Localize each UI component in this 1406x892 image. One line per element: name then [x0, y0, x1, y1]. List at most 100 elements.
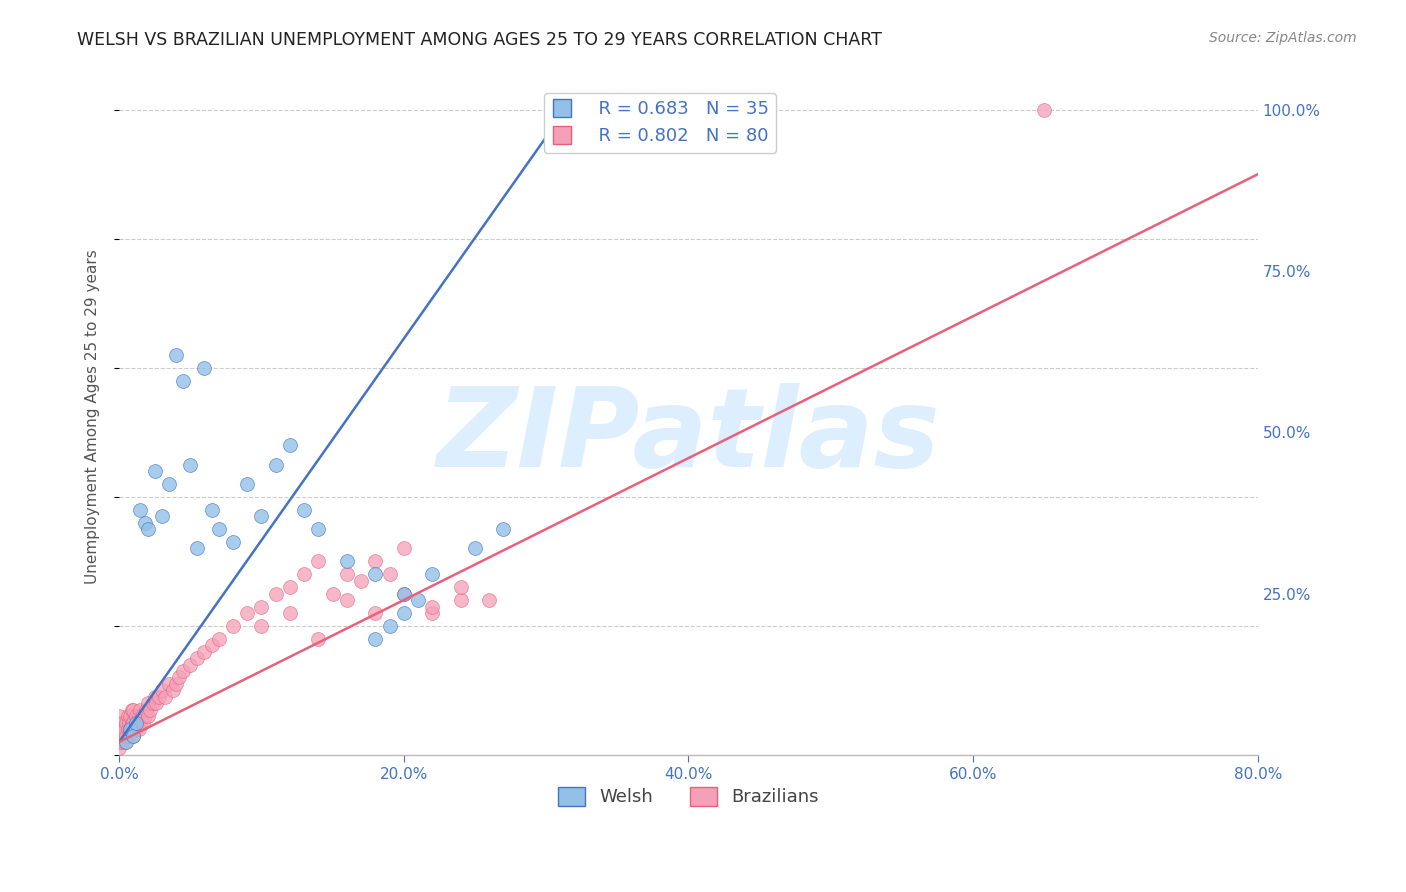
Point — [153, 690, 176, 704]
Point — [420, 567, 443, 582]
Point — [118, 715, 141, 730]
Point — [139, 703, 162, 717]
Point — [364, 632, 387, 646]
Point — [450, 580, 472, 594]
Point — [236, 477, 259, 491]
Point — [112, 715, 135, 730]
Point — [292, 502, 315, 516]
Point — [129, 502, 152, 516]
Point — [118, 729, 141, 743]
Point — [264, 458, 287, 472]
Point — [114, 722, 136, 736]
Point — [236, 606, 259, 620]
Point — [165, 677, 187, 691]
Point — [364, 567, 387, 582]
Point — [121, 715, 143, 730]
Point — [157, 477, 180, 491]
Point — [336, 554, 359, 568]
Point — [1033, 103, 1056, 117]
Point — [122, 729, 145, 743]
Point — [157, 677, 180, 691]
Point — [420, 599, 443, 614]
Point — [208, 632, 231, 646]
Point — [392, 586, 415, 600]
Point — [606, 103, 628, 117]
Point — [142, 696, 165, 710]
Point — [307, 522, 329, 536]
Point — [148, 690, 170, 704]
Point — [278, 438, 301, 452]
Point — [117, 722, 139, 736]
Point — [150, 509, 173, 524]
Point — [120, 722, 142, 736]
Point — [108, 715, 131, 730]
Text: Source: ZipAtlas.com: Source: ZipAtlas.com — [1209, 31, 1357, 45]
Point — [145, 696, 167, 710]
Point — [392, 606, 415, 620]
Point — [250, 599, 273, 614]
Point — [108, 722, 131, 736]
Point — [200, 638, 222, 652]
Point — [136, 522, 159, 536]
Point — [136, 709, 159, 723]
Point — [307, 554, 329, 568]
Point — [122, 729, 145, 743]
Point — [129, 715, 152, 730]
Text: ZIPatlas: ZIPatlas — [437, 383, 941, 490]
Point — [222, 619, 245, 633]
Point — [392, 541, 415, 556]
Point — [165, 348, 187, 362]
Point — [120, 722, 142, 736]
Point — [135, 703, 157, 717]
Point — [122, 715, 145, 730]
Point — [172, 374, 194, 388]
Point — [122, 703, 145, 717]
Point — [115, 735, 138, 749]
Point — [136, 696, 159, 710]
Text: WELSH VS BRAZILIAN UNEMPLOYMENT AMONG AGES 25 TO 29 YEARS CORRELATION CHART: WELSH VS BRAZILIAN UNEMPLOYMENT AMONG AG… — [77, 31, 882, 49]
Point — [378, 619, 401, 633]
Point — [114, 735, 136, 749]
Point — [492, 522, 515, 536]
Point — [134, 516, 156, 530]
Point — [143, 690, 166, 704]
Point — [336, 593, 359, 607]
Point — [222, 535, 245, 549]
Point — [378, 567, 401, 582]
Point — [420, 606, 443, 620]
Point — [129, 703, 152, 717]
Point — [111, 722, 134, 736]
Point — [406, 593, 429, 607]
Point — [143, 464, 166, 478]
Point — [125, 709, 148, 723]
Point — [134, 709, 156, 723]
Point — [172, 664, 194, 678]
Point — [364, 554, 387, 568]
Point — [179, 657, 201, 672]
Point — [167, 671, 190, 685]
Point — [350, 574, 373, 588]
Y-axis label: Unemployment Among Ages 25 to 29 years: Unemployment Among Ages 25 to 29 years — [86, 249, 100, 583]
Point — [112, 729, 135, 743]
Point — [193, 360, 215, 375]
Point — [322, 586, 344, 600]
Point — [108, 741, 131, 756]
Point — [392, 586, 415, 600]
Point — [125, 722, 148, 736]
Point — [464, 541, 486, 556]
Point — [179, 458, 201, 472]
Point — [478, 593, 501, 607]
Point — [150, 683, 173, 698]
Point — [292, 567, 315, 582]
Point — [364, 606, 387, 620]
Point — [121, 703, 143, 717]
Point — [120, 709, 142, 723]
Point — [162, 683, 184, 698]
Point — [250, 619, 273, 633]
Point — [186, 541, 208, 556]
Point — [128, 722, 150, 736]
Point — [108, 735, 131, 749]
Point — [115, 715, 138, 730]
Point — [108, 709, 131, 723]
Point — [132, 715, 155, 730]
